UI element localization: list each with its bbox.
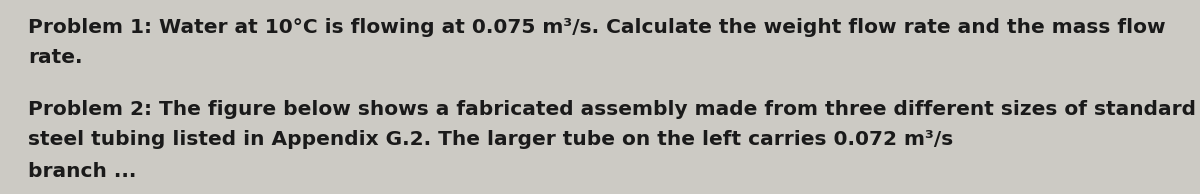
Text: Problem 1: Water at 10°C is flowing at 0.075 m³/s. Calculate the weight flow rat: Problem 1: Water at 10°C is flowing at 0… [28, 18, 1165, 37]
Text: rate.: rate. [28, 48, 83, 67]
Text: steel tubing listed in Appendix G.2. The larger tube on the left carries 0.072 m: steel tubing listed in Appendix G.2. The… [28, 130, 953, 149]
Text: branch ...: branch ... [28, 162, 137, 181]
Text: Problem 2: The figure below shows a fabricated assembly made from three differen: Problem 2: The figure below shows a fabr… [28, 100, 1196, 119]
